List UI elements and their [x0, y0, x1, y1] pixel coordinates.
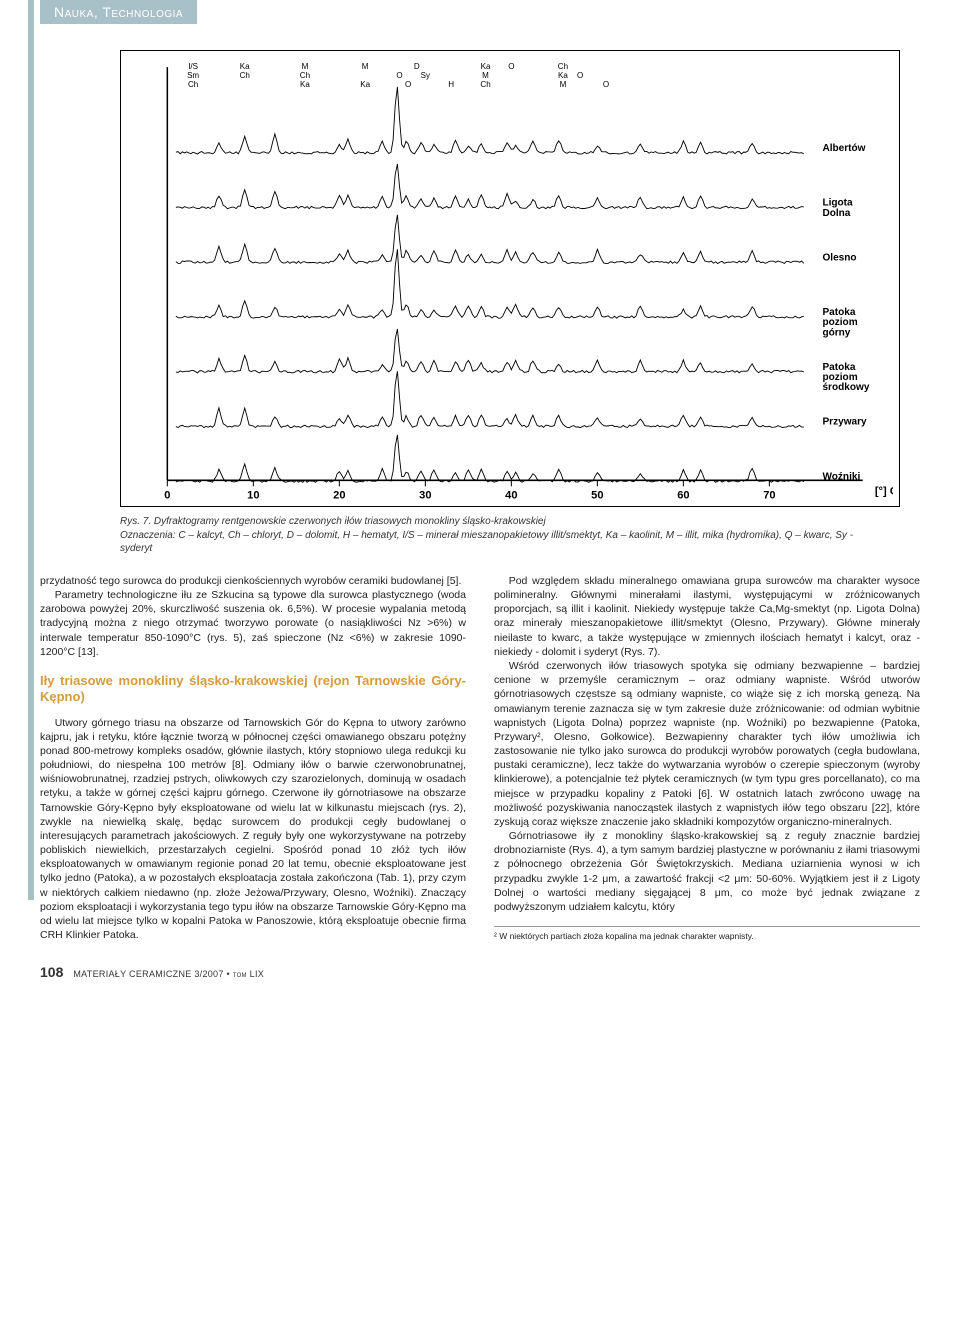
para: przydatność tego surowca do produkcji ci…: [40, 574, 466, 588]
svg-text:Ka: Ka: [558, 71, 568, 80]
svg-text:O: O: [405, 80, 411, 89]
page-footer: 108 MATERIAŁY CERAMICZNE 3/2007 • tom LI…: [40, 964, 920, 980]
svg-text:Ch: Ch: [300, 71, 310, 80]
svg-text:0: 0: [164, 489, 170, 500]
svg-text:O: O: [396, 71, 402, 80]
svg-text:Ch: Ch: [480, 80, 490, 89]
para: Górnotriasowe iły z monokliny śląsko-kra…: [494, 829, 920, 914]
svg-text:O: O: [508, 62, 514, 71]
journal-name: MATERIAŁY CERAMICZNE 3/2007 • tom LIX: [73, 969, 264, 979]
svg-text:M: M: [482, 71, 489, 80]
xrd-svg: 0 10 20 30 40 50 60 70 Albertów LigotaDolna Olesn…: [127, 57, 893, 500]
page-number: 108: [40, 964, 63, 980]
svg-text:Przywary: Przywary: [822, 417, 867, 428]
svg-text:Ch: Ch: [188, 80, 198, 89]
svg-text:Ka: Ka: [481, 62, 491, 71]
svg-text:Albertów: Albertów: [822, 143, 865, 154]
svg-text:D: D: [414, 62, 420, 71]
svg-text:Ka: Ka: [360, 80, 370, 89]
svg-text:Woźniki: Woźniki: [822, 471, 860, 482]
svg-text:Ch: Ch: [240, 71, 250, 80]
figure-number: Rys. 7.: [120, 516, 151, 527]
svg-text:Sm: Sm: [187, 71, 199, 80]
svg-text:50: 50: [591, 489, 603, 500]
svg-text:M: M: [302, 62, 309, 71]
figure-legend: Oznaczenia: C – kalcyt, Ch – chloryt, D …: [120, 530, 853, 555]
svg-text:I/S: I/S: [188, 62, 198, 71]
left-column: przydatność tego surowca do produkcji ci…: [40, 574, 466, 942]
svg-text:Ka: Ka: [300, 80, 310, 89]
svg-text:60: 60: [677, 489, 689, 500]
svg-text:Ch: Ch: [558, 62, 568, 71]
para: Pod względem składu mineralnego omawiana…: [494, 574, 920, 659]
svg-text:Sy: Sy: [421, 71, 430, 80]
para: Utwory górnego triasu na obszarze od Tar…: [40, 716, 466, 943]
figure-caption: Rys. 7. Dyfraktogramy rentgenowskie czer…: [120, 515, 880, 556]
svg-text:[°] CuKα: [°] CuKα: [875, 485, 893, 497]
figure-text: Dyfraktogramy rentgenowskie czerwonych i…: [154, 516, 546, 527]
svg-text:O: O: [577, 71, 583, 80]
xrd-chart: 0 10 20 30 40 50 60 70 Albertów LigotaDolna Olesn…: [120, 50, 900, 507]
svg-text:70: 70: [763, 489, 775, 500]
svg-text:M: M: [560, 80, 567, 89]
para: Parametry technologiczne iłu ze Szkucina…: [40, 588, 466, 659]
para: Wśród czerwonych iłów triasowych spotyka…: [494, 659, 920, 829]
section-tab: Nauka, Technologia: [40, 0, 197, 24]
svg-text:Olesno: Olesno: [822, 252, 856, 263]
svg-text:20: 20: [333, 489, 345, 500]
svg-text:M: M: [362, 62, 369, 71]
svg-text:O: O: [603, 80, 609, 89]
svg-text:LigotaDolna: LigotaDolna: [822, 198, 853, 219]
svg-text:40: 40: [505, 489, 517, 500]
footnote: ² W niektórych partiach złoża kopalina m…: [494, 926, 920, 942]
svg-text:30: 30: [419, 489, 431, 500]
subheading: Iły triasowe monokliny śląsko-krakowskie…: [40, 673, 466, 706]
svg-text:Ka: Ka: [240, 62, 250, 71]
sidebar-rule: [28, 0, 34, 900]
svg-text:H: H: [448, 80, 454, 89]
svg-text:10: 10: [247, 489, 259, 500]
body-columns: przydatność tego surowca do produkcji ci…: [40, 574, 920, 942]
right-column: Pod względem składu mineralnego omawiana…: [494, 574, 920, 942]
